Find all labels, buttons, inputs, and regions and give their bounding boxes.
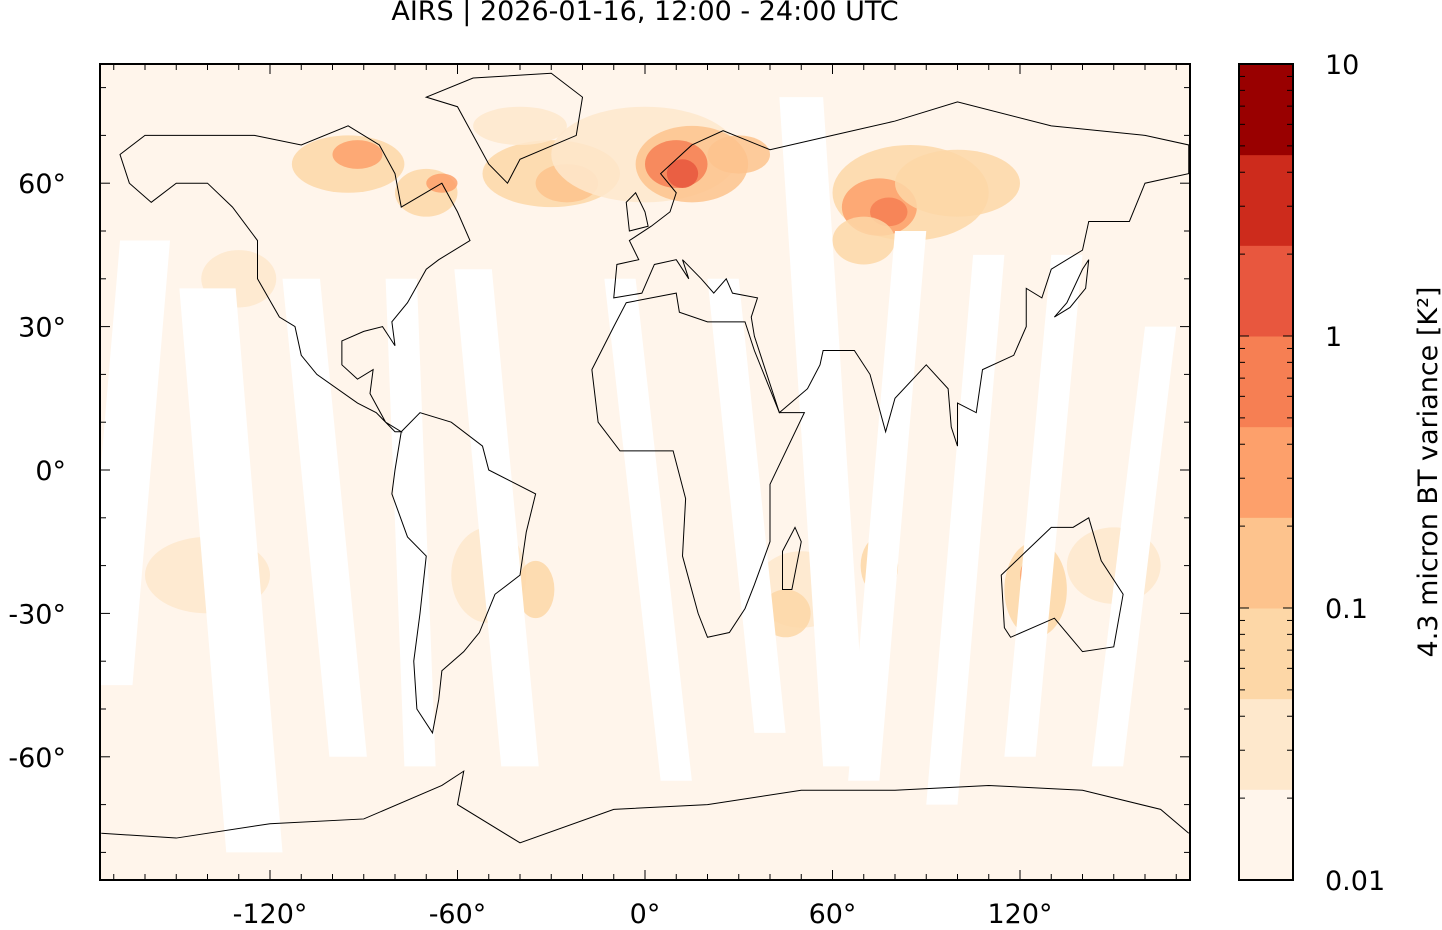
data-gap-swath — [1091, 326, 1177, 767]
variance-patch — [666, 159, 699, 188]
lat-tick-label: 30° — [18, 313, 66, 344]
coastline-uk — [625, 191, 649, 232]
colorbar-band — [1239, 154, 1293, 246]
lat-tick-label: 0° — [35, 456, 66, 487]
coastline-eurasia — [613, 101, 1190, 447]
coastline-africa — [591, 292, 806, 638]
lon-tick-label: 0° — [630, 899, 661, 930]
colorbar-band — [1239, 608, 1293, 700]
lon-tick-label: -60° — [429, 899, 487, 930]
colorbar-band — [1239, 245, 1293, 337]
coastline-north-america — [119, 125, 471, 433]
colorbar-tick-label: 10 — [1325, 50, 1359, 81]
data-gap-swath — [926, 254, 1005, 805]
variance-patch — [832, 216, 895, 265]
colorbar-band — [1239, 426, 1293, 518]
variance-patch — [895, 149, 1020, 217]
colorbar-tick-label: 0.01 — [1325, 866, 1385, 897]
lon-tick-label: 120° — [987, 899, 1052, 930]
data-gap-swath — [282, 278, 367, 757]
variance-patch — [473, 106, 567, 145]
variance-patch — [516, 560, 555, 619]
coastline-antarctica — [101, 770, 1190, 844]
map-plot-area: -120° -60° 0° 60° 120° 60° 30° 0° -30° -60° — [8, 63, 1191, 930]
variance-patch — [332, 140, 383, 169]
coastline-madagascar — [782, 526, 802, 590]
colorbar-band — [1239, 517, 1293, 609]
coastline-greenland — [424, 72, 584, 185]
data-gap-swath — [385, 278, 436, 767]
coastline-japan — [1053, 259, 1090, 318]
lat-tick-label: -60° — [8, 743, 66, 774]
data-gap-swath — [179, 288, 283, 853]
coastline-south-america — [391, 412, 537, 735]
lat-tick-label: 60° — [18, 169, 66, 200]
variance-patch — [870, 197, 908, 227]
colorbar-band — [1239, 698, 1293, 790]
colorbar-band — [1239, 789, 1293, 881]
lon-tick-label: 60° — [809, 899, 857, 930]
data-gap-swath — [454, 269, 539, 767]
colorbar-band — [1239, 336, 1293, 428]
colorbar-frame — [1238, 63, 1294, 881]
map-title: AIRS | 2026-01-16, 12:00 - 24:00 UTC — [391, 0, 899, 27]
data-gap-swath — [779, 97, 867, 767]
colorbar-tick-label: 0.1 — [1325, 594, 1368, 625]
lat-tick-label: -30° — [8, 599, 66, 630]
lon-tick-label: -120° — [233, 899, 308, 930]
data-gap-swath — [848, 231, 927, 781]
data-gap-swath — [604, 278, 692, 781]
colorbar: 10 1 0.1 0.01 4.3 micron BT variance [K²] — [1238, 50, 1442, 897]
colorbar-band — [1239, 64, 1293, 156]
variance-patch — [707, 135, 770, 174]
colorbar-tick-label: 1 — [1325, 322, 1342, 353]
coastline-australia — [1000, 517, 1124, 653]
data-gap-swath — [707, 278, 786, 733]
data-gap-swath — [82, 240, 170, 686]
colorbar-label: 4.3 micron BT variance [K²] — [1413, 287, 1442, 658]
